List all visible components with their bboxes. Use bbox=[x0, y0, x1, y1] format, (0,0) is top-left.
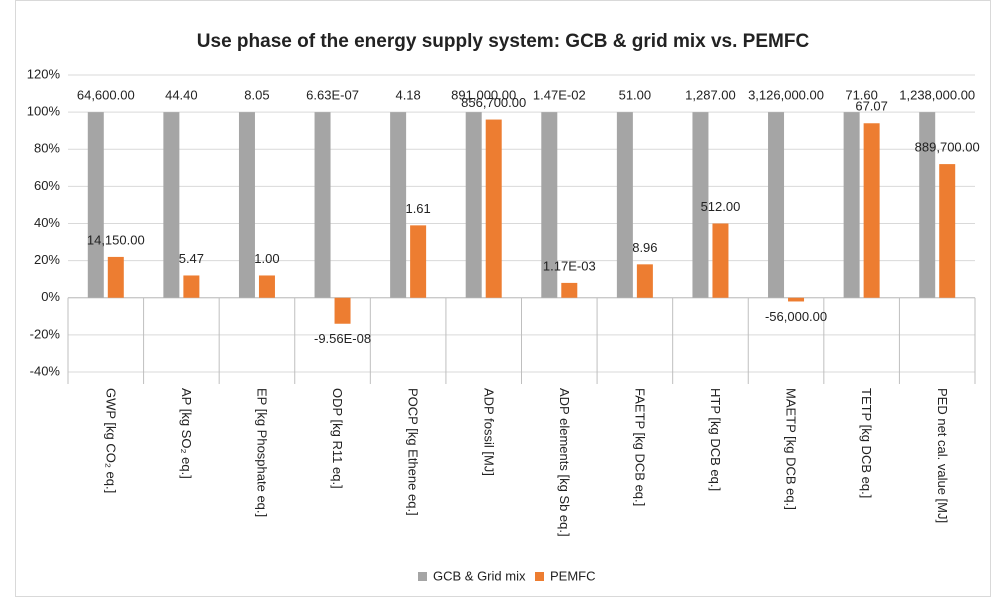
bar bbox=[183, 275, 200, 298]
bar bbox=[788, 297, 805, 302]
data-label: 5.47 bbox=[179, 251, 204, 266]
bar bbox=[485, 119, 502, 298]
bar bbox=[636, 264, 653, 298]
x-tick-label: ADP elements [kg Sb eq.] bbox=[557, 388, 572, 537]
bar bbox=[843, 112, 860, 298]
data-label: 891,000.00 bbox=[451, 88, 516, 103]
bar bbox=[692, 112, 709, 298]
data-label: 1.17E-03 bbox=[543, 258, 596, 273]
data-label: 44.40 bbox=[165, 88, 198, 103]
data-label: 71.60 bbox=[845, 88, 878, 103]
y-tick-label: 20% bbox=[34, 252, 60, 267]
legend-swatch bbox=[535, 572, 544, 581]
x-tick-label: FAETP [kg DCB eq.] bbox=[632, 388, 647, 506]
data-label: 14,150.00 bbox=[87, 232, 145, 247]
y-tick-label: 0% bbox=[41, 289, 60, 304]
bar bbox=[863, 123, 880, 298]
data-label: 67.07 bbox=[855, 99, 888, 114]
bar bbox=[238, 112, 255, 298]
bar bbox=[768, 112, 785, 298]
data-label: 1,287.00 bbox=[685, 88, 736, 103]
bar bbox=[939, 164, 956, 298]
x-tick-label: AP [kg SO₂ eq.] bbox=[179, 388, 194, 479]
data-label: -56,000.00 bbox=[765, 309, 827, 324]
bar bbox=[258, 275, 275, 298]
data-label: 51.00 bbox=[619, 88, 652, 103]
x-tick-label: ADP fossil [MJ] bbox=[481, 388, 496, 476]
bar bbox=[919, 112, 936, 298]
bar bbox=[314, 112, 331, 298]
data-label: 889,700.00 bbox=[915, 140, 980, 155]
x-tick-label: EP [kg Phosphate eq.] bbox=[255, 388, 270, 517]
bar bbox=[541, 112, 558, 298]
chart-border bbox=[15, 0, 991, 597]
y-tick-label: 80% bbox=[34, 141, 60, 156]
legend-label: PEMFC bbox=[550, 568, 596, 583]
x-tick-label: HTP [kg DCB eq.] bbox=[708, 388, 723, 491]
y-tick-label: 40% bbox=[34, 215, 60, 230]
data-label: 1.00 bbox=[254, 251, 279, 266]
legend-swatch bbox=[418, 572, 427, 581]
chart-title: Use phase of the energy supply system: G… bbox=[197, 31, 810, 52]
bar bbox=[334, 297, 351, 324]
bar bbox=[87, 112, 104, 298]
data-label: 1.47E-02 bbox=[533, 88, 586, 103]
x-tick-label: POCP [kg Ethene eq.] bbox=[406, 388, 421, 516]
data-label: 856,700.00 bbox=[461, 95, 526, 110]
legend-label: GCB & Grid mix bbox=[433, 568, 526, 583]
data-label: 64,600.00 bbox=[77, 88, 135, 103]
bar bbox=[390, 112, 407, 298]
bar bbox=[712, 223, 729, 298]
data-label: 1.61 bbox=[405, 201, 430, 216]
x-tick-label: PED net cal. value [MJ] bbox=[935, 388, 950, 523]
data-label: -9.56E-08 bbox=[314, 331, 371, 346]
bar bbox=[561, 282, 578, 298]
bar bbox=[410, 225, 427, 298]
data-label: 1,238,000.00 bbox=[899, 88, 975, 103]
x-tick-label: TETP [kg DCB eq.] bbox=[859, 388, 874, 498]
x-tick-label: ODP [kg R11 eq.] bbox=[330, 388, 345, 489]
data-label: 4.18 bbox=[395, 88, 420, 103]
bar bbox=[107, 256, 124, 298]
data-label: 8.96 bbox=[632, 240, 657, 255]
bar bbox=[616, 112, 633, 298]
data-label: 6.63E-07 bbox=[306, 88, 359, 103]
x-tick-label: MAETP [kg DCB eq.] bbox=[784, 388, 799, 510]
y-tick-label: 120% bbox=[27, 66, 61, 81]
y-tick-label: -40% bbox=[30, 363, 61, 378]
y-tick-label: 100% bbox=[27, 104, 61, 119]
x-tick-label: GWP [kg CO₂ eq.] bbox=[103, 388, 118, 493]
bar bbox=[163, 112, 180, 298]
y-tick-label: -20% bbox=[30, 326, 61, 341]
bar bbox=[465, 112, 482, 298]
data-label: 512.00 bbox=[701, 199, 741, 214]
data-label: 3,126,000.00 bbox=[748, 88, 824, 103]
y-tick-label: 60% bbox=[34, 178, 60, 193]
data-label: 8.05 bbox=[244, 88, 269, 103]
